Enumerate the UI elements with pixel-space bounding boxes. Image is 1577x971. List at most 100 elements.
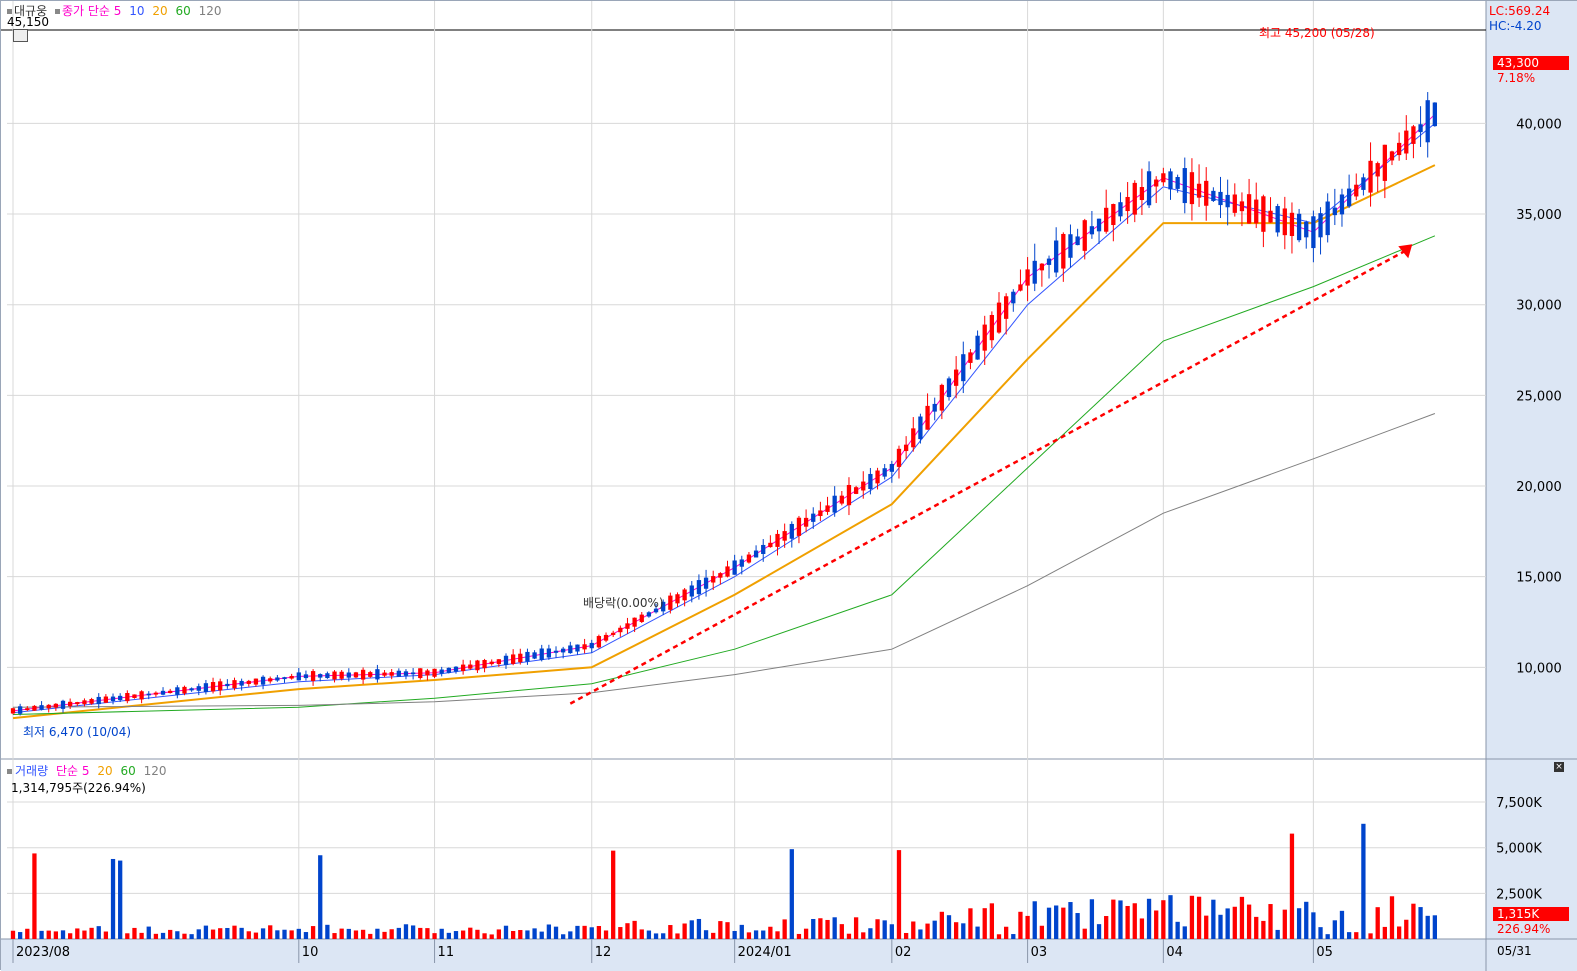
volume-bar (996, 934, 1002, 939)
support-trendline (569, 249, 1407, 705)
volume-bar (968, 908, 973, 939)
volume-bar (246, 931, 251, 939)
candle-body (1025, 269, 1030, 286)
calendar-icon[interactable] (13, 29, 28, 42)
price-tick-label: 40,000 (1516, 117, 1562, 132)
ma-type-label[interactable]: 종가 단순 (61, 4, 110, 18)
candle-body (375, 669, 380, 680)
volume-bar (589, 927, 594, 939)
candle-body (1146, 171, 1152, 206)
candle-body (1375, 163, 1380, 177)
ma-period-120[interactable]: 120 (198, 4, 222, 18)
candle-body (803, 517, 809, 527)
time-tick-label: 10 (302, 945, 319, 960)
candle-body (1082, 220, 1087, 251)
volume-bar (1139, 918, 1145, 939)
candle-body (825, 505, 830, 512)
volume-bar (975, 926, 980, 939)
volume-bar (753, 930, 759, 939)
volume-bar (1411, 903, 1416, 939)
volume-bar (511, 930, 516, 939)
candle-body (489, 661, 494, 665)
candle-body (232, 680, 237, 689)
volume-bar (1011, 934, 1016, 939)
volume-bar (268, 925, 273, 939)
volume-bar (18, 932, 23, 939)
candle-body (711, 576, 716, 583)
candle-body (1361, 177, 1366, 190)
volume-bar (1032, 901, 1037, 939)
candle-body (839, 495, 844, 504)
volume-bar (582, 925, 587, 939)
volume-bar (1346, 932, 1352, 939)
volume-bar (182, 933, 187, 939)
candle-body (389, 672, 394, 676)
volume-ma-120[interactable]: 120 (143, 764, 167, 778)
candle-body (125, 693, 130, 702)
dividend-annotation: 배당락(0.00%) (583, 596, 664, 610)
candle-body (82, 700, 87, 705)
panel-close-icon[interactable]: × (1554, 762, 1564, 772)
candle-body (246, 680, 251, 684)
candle-body (1346, 188, 1352, 207)
candle-body (696, 580, 702, 595)
trendline-arrowhead-icon (1398, 244, 1413, 259)
candle-body (832, 495, 837, 513)
volume-legend: 거래량 단순 5 20 60 120 (7, 764, 166, 778)
candle-body (1432, 102, 1437, 127)
volume-bar (425, 928, 430, 939)
volume-ma-type[interactable]: 단순 (55, 764, 79, 778)
legend-square-icon (54, 9, 60, 14)
volume-bar (961, 923, 966, 939)
volume-ma-5[interactable]: 5 (81, 764, 90, 778)
volume-pct-label: 226.94% (1497, 922, 1551, 936)
volume-bar (239, 927, 244, 939)
volume-tick-label: 2,500K (1496, 887, 1542, 902)
volume-bar (325, 924, 330, 939)
volume-bar (303, 932, 309, 939)
candle-body (360, 669, 366, 680)
volume-bar (625, 923, 630, 939)
candle-body (1139, 187, 1145, 201)
candle-body (775, 533, 780, 547)
price-tick-label: 30,000 (1516, 299, 1562, 314)
stock-name[interactable]: 대규웅 (14, 4, 48, 18)
candle-body (1325, 201, 1330, 236)
candle-body (1075, 236, 1080, 246)
high-annotation: 최고 45,200 (05/28) (1259, 26, 1375, 40)
ma-period-20[interactable]: 20 (152, 4, 168, 18)
volume-bar (1332, 920, 1337, 939)
volume-bar (646, 930, 652, 939)
ma-period-10[interactable]: 10 (129, 4, 145, 18)
time-tick-label: 04 (1166, 945, 1183, 960)
volume-bar (160, 932, 166, 939)
volume-name[interactable]: 거래량 (15, 764, 49, 778)
volume-bar (1082, 928, 1087, 939)
candle-body (368, 672, 373, 677)
ma-period-60[interactable]: 60 (175, 4, 191, 18)
candle-body (968, 352, 973, 363)
candle-body (46, 704, 51, 709)
lc-label: LC:569.24 (1489, 4, 1551, 18)
candle-body (661, 601, 666, 612)
candle-body (1089, 226, 1095, 235)
candle-body (525, 651, 530, 662)
volume-bar (568, 931, 573, 939)
candle-body (218, 681, 223, 691)
candle-body (18, 706, 23, 714)
volume-ma-60[interactable]: 60 (120, 764, 136, 778)
volume-ma-20[interactable]: 20 (97, 764, 113, 778)
volume-bar (811, 918, 816, 939)
candle-body (932, 403, 937, 412)
candle-body (160, 690, 166, 695)
volume-bar (1046, 907, 1052, 939)
volume-bar (218, 928, 223, 939)
volume-bar (1368, 933, 1373, 939)
candle-body (596, 636, 602, 648)
time-tick-label: 03 (1031, 945, 1048, 960)
volume-bar (1225, 908, 1230, 939)
ma-period-5[interactable]: 5 (113, 4, 122, 18)
candle-body (1046, 258, 1052, 265)
